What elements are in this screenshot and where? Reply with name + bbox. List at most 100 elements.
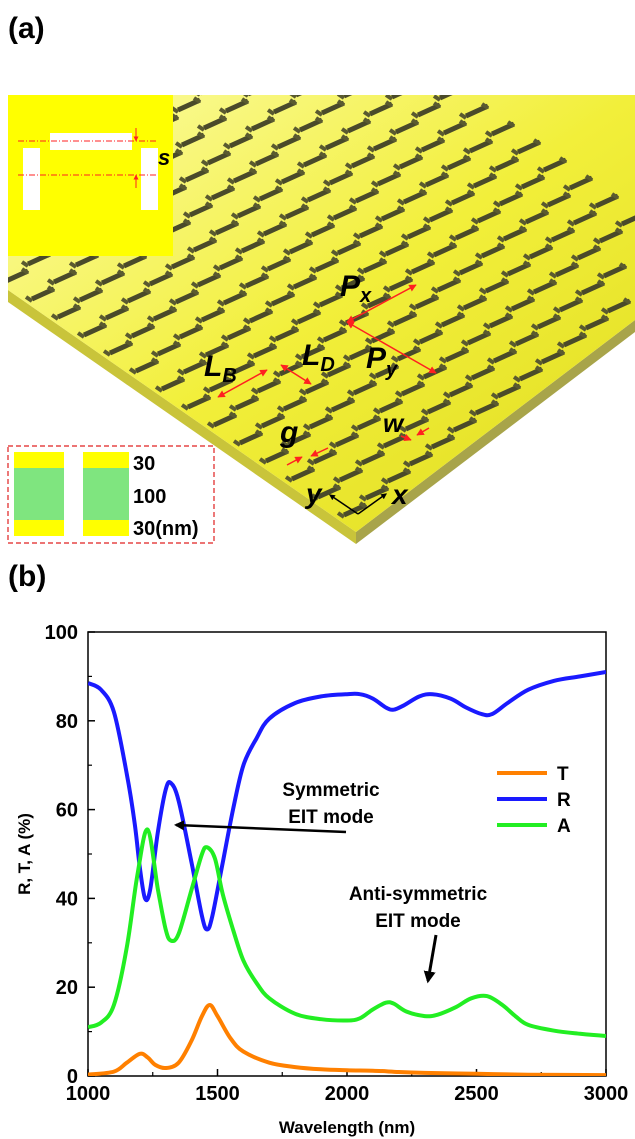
cs-middle-thickness: 100 <box>133 486 166 508</box>
slot-cell <box>230 202 262 220</box>
slot-cell <box>278 203 310 221</box>
slot-cell <box>178 166 210 184</box>
slot-cell <box>426 241 458 259</box>
slot-cell <box>266 98 298 116</box>
slot-cell <box>500 260 532 278</box>
slot-cell <box>218 97 250 115</box>
slot-cell <box>436 119 468 137</box>
symmetric-label-line2: EIT mode <box>288 807 374 828</box>
y-tick-label: 80 <box>56 711 78 733</box>
series-line-T <box>88 1003 606 1076</box>
slot-cell <box>282 238 314 256</box>
slot-cell <box>552 296 584 314</box>
slot-cell <box>204 184 236 202</box>
slot-cell <box>496 225 528 243</box>
slot-cell <box>330 239 362 257</box>
slot-cell <box>422 206 454 224</box>
svg-text:Px: Px <box>340 270 372 307</box>
legend-label-R: R <box>557 790 571 811</box>
slot-cell <box>482 312 514 330</box>
y-tick-label: 0 <box>67 1066 78 1088</box>
slot-cell <box>540 191 572 209</box>
anti-symmetric-eit-annotation: Anti-symmetric EIT mode <box>349 884 488 984</box>
slot-cell <box>196 114 228 132</box>
y-axis-label: R, T, A (%) <box>15 813 34 895</box>
slot-cell <box>444 189 476 207</box>
slot-cell <box>328 431 360 449</box>
x-tick-label: 3000 <box>584 1083 629 1105</box>
slot-cell <box>212 254 244 272</box>
slot-cell <box>76 321 108 339</box>
slot-cell <box>340 117 372 135</box>
x-tick-label: 1500 <box>195 1083 240 1105</box>
slot-cell <box>504 295 536 313</box>
slot-cell <box>296 151 328 169</box>
slot-cell <box>312 291 344 309</box>
slot-cell <box>216 289 248 307</box>
slot-cell <box>414 136 446 154</box>
slot-cell <box>512 365 544 383</box>
slot-cell <box>396 188 428 206</box>
slot-cell <box>280 430 312 448</box>
slot-cell <box>518 208 550 226</box>
slot-cell <box>190 271 222 289</box>
slot-cell <box>124 322 156 340</box>
symmetric-label-line1: Symmetric <box>282 780 380 801</box>
slot-cell <box>448 224 480 242</box>
slot-cell <box>384 95 416 101</box>
slot-cell <box>244 115 276 133</box>
slot-cell <box>380 467 412 485</box>
slot-cell <box>98 304 130 322</box>
slot-cell <box>484 120 516 138</box>
slot-cell <box>372 397 404 415</box>
slot-cell <box>260 255 292 273</box>
slot-cell <box>446 416 478 434</box>
label-ld: L <box>302 339 320 372</box>
slot-cell <box>400 223 432 241</box>
label-py: P <box>366 342 387 375</box>
cs-top-thickness: 30 <box>133 453 155 475</box>
slot-cell <box>574 279 606 297</box>
slot-cell <box>432 95 464 102</box>
slot-cell <box>198 341 230 359</box>
slot-cell <box>206 411 238 429</box>
slot-cell <box>174 131 206 149</box>
spectrum-chart: 1000 1500 2000 2500 3000 0 20 40 60 80 100 Wavelen… <box>15 622 628 1137</box>
slot-cell <box>168 288 200 306</box>
slot-cell <box>370 170 402 188</box>
slot-cell <box>410 101 442 119</box>
slot-cell <box>456 294 488 312</box>
slot-cell <box>544 226 576 244</box>
slot-cell <box>246 342 278 360</box>
slot-cell <box>232 429 264 447</box>
slot-cell <box>556 331 588 349</box>
slot-cell <box>318 134 350 152</box>
slot-cell <box>300 186 332 204</box>
slot-cell <box>164 253 196 271</box>
slot-cell <box>252 185 284 203</box>
slot-cell <box>94 269 126 287</box>
series-line-R <box>88 670 606 932</box>
slot-cell <box>536 156 568 174</box>
slot-cell <box>490 382 522 400</box>
label-px-sub: x <box>359 285 372 307</box>
inset-bar-dark-left <box>23 148 40 210</box>
slot-cell <box>316 326 348 344</box>
slot-cell <box>566 209 598 227</box>
slot-cell <box>388 118 420 136</box>
slot-cell <box>182 201 214 219</box>
slot-cell <box>270 133 302 151</box>
slot-cell <box>186 236 218 254</box>
label-ld-sub: D <box>320 354 334 376</box>
slot-cell <box>442 381 474 399</box>
label-py-sub: y <box>385 359 398 381</box>
slot-cell <box>150 340 182 358</box>
slot-cell <box>326 204 358 222</box>
panel-a-label: (a) <box>8 12 45 45</box>
anti-symmetric-label-line2: EIT mode <box>375 911 461 932</box>
axis-label-x: x <box>390 479 409 510</box>
slot-cell <box>256 220 288 238</box>
slot-cell <box>418 171 450 189</box>
unit-cell-inset: s <box>8 95 173 256</box>
